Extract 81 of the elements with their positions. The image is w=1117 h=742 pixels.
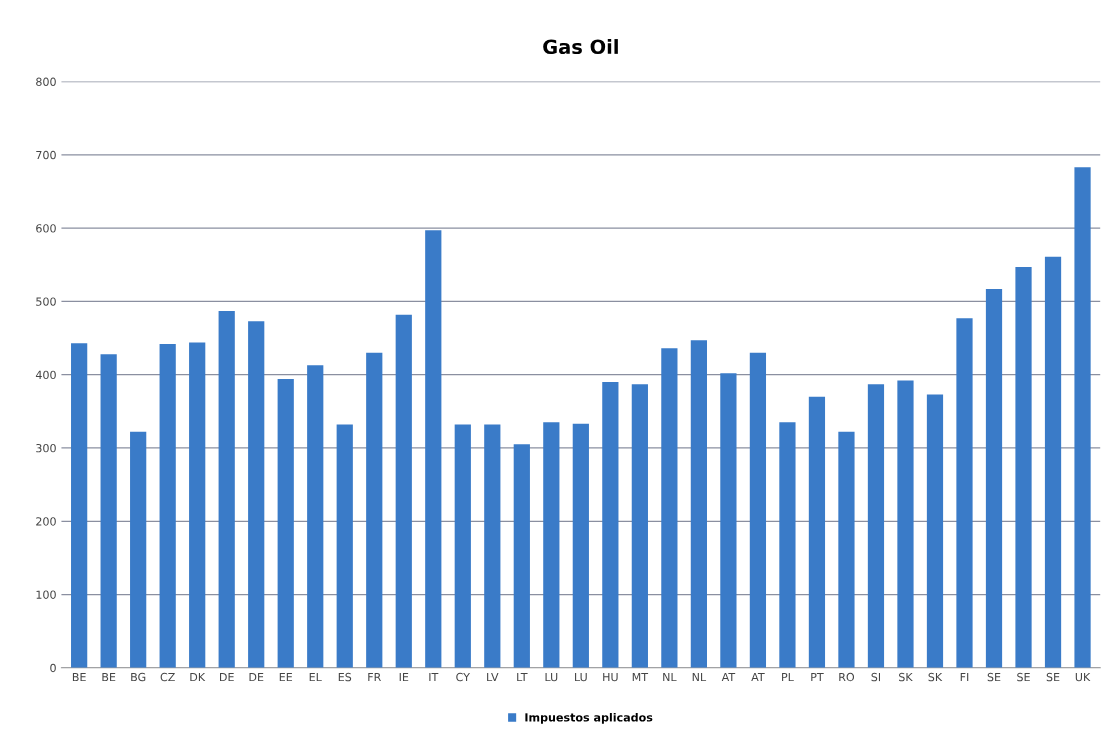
x-tick-label: ES	[338, 672, 352, 682]
x-tick-label: FI	[960, 673, 969, 682]
chart-title: Gas Oil	[543, 39, 618, 55]
bar	[130, 431, 147, 668]
bar	[307, 365, 324, 668]
bar	[425, 230, 442, 668]
bar	[1044, 256, 1062, 668]
bar	[336, 424, 353, 668]
bar	[248, 321, 265, 668]
x-tick-label: LV	[487, 673, 499, 682]
bar	[189, 342, 206, 668]
x-tick-label: HU	[603, 673, 618, 682]
bar	[71, 343, 88, 668]
x-tick-label: NL	[663, 673, 677, 682]
bar	[454, 424, 471, 668]
bar	[602, 382, 619, 668]
bar	[867, 384, 885, 668]
x-tick-label: CZ	[160, 672, 175, 682]
bar	[956, 318, 973, 668]
x-tick-label: SK	[928, 672, 943, 682]
bar	[277, 379, 294, 668]
bar	[838, 431, 855, 668]
bar	[1074, 167, 1091, 668]
bar	[661, 348, 678, 668]
x-tick-label: IE	[399, 673, 409, 682]
y-tick-label: 0	[50, 663, 56, 673]
bar	[749, 352, 767, 668]
x-tick-label: SE	[987, 672, 1001, 682]
bar	[926, 394, 944, 668]
bar	[100, 354, 117, 668]
x-tick-label: LT	[517, 673, 528, 682]
x-tick-label: DE	[249, 673, 264, 682]
y-tick-label: 700	[36, 150, 56, 160]
bar	[543, 422, 560, 668]
x-tick-label: SE	[1017, 672, 1030, 682]
x-tick-label: BG	[131, 672, 146, 682]
x-tick-label: DE	[220, 673, 234, 682]
x-tick-label: EE	[279, 673, 293, 682]
bar	[1015, 267, 1032, 668]
y-tick-label: 100	[36, 590, 56, 599]
x-tick-label: LU	[575, 673, 587, 682]
x-tick-label: BE	[72, 673, 86, 682]
x-tick-label: EL	[309, 673, 322, 682]
x-tick-label: NL	[692, 673, 707, 682]
x-tick-label: LU	[545, 673, 558, 682]
x-tick-label: UK	[1075, 673, 1091, 682]
y-tick-label: 200	[36, 517, 56, 526]
x-tick-label: FR	[368, 673, 381, 682]
bar	[395, 314, 412, 668]
x-tick-label: SK	[899, 672, 913, 682]
y-tick-label: 500	[36, 297, 56, 306]
y-tick-label: 400	[35, 370, 56, 380]
x-tick-label: MT	[632, 673, 649, 682]
x-tick-label: PL	[782, 673, 794, 682]
x-tick-label: AT	[721, 673, 736, 682]
x-tick-label: BE	[102, 673, 116, 682]
x-tick-label: AT	[751, 673, 765, 682]
bar	[720, 373, 737, 668]
x-tick-label: DK	[190, 673, 206, 682]
bar	[366, 352, 383, 668]
x-tick-label: PT	[811, 673, 824, 682]
bar	[159, 343, 176, 668]
bar	[631, 384, 648, 668]
bar	[985, 288, 1003, 668]
x-tick-label: SE	[1046, 672, 1060, 682]
bar	[484, 424, 501, 668]
bar	[897, 380, 914, 668]
bar	[218, 310, 235, 668]
y-tick-label: 800	[36, 77, 56, 86]
y-tick-label: 300	[36, 443, 56, 453]
x-tick-label: RO	[839, 672, 855, 682]
bar	[513, 444, 530, 668]
x-tick-label: SI	[871, 672, 881, 682]
bar	[808, 396, 826, 668]
bar	[572, 423, 589, 668]
y-tick-label: 600	[36, 224, 56, 233]
x-tick-label: CY	[456, 672, 470, 682]
x-tick-label: IT	[429, 673, 439, 682]
legend-label: Impuestos aplicados	[525, 712, 653, 724]
bar	[690, 340, 707, 668]
bar	[779, 422, 796, 668]
